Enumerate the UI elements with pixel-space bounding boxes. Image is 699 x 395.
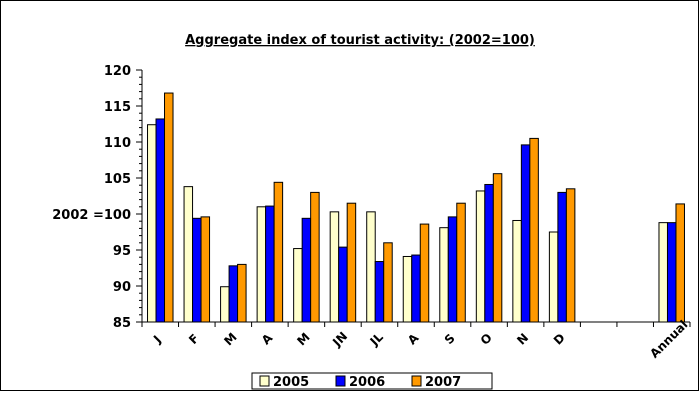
legend-box [251, 372, 493, 390]
bar-2007-0 [164, 92, 174, 323]
legend-swatch-2007 [411, 375, 422, 387]
bar-2007-9 [492, 173, 503, 323]
legend-swatch-2006 [335, 375, 346, 387]
bar-2005-8 [439, 227, 449, 323]
y-tick-label: 115 [104, 100, 131, 115]
bar-2005-1 [183, 186, 194, 323]
y-tick-label: 105 [104, 172, 131, 187]
y-tick-label: 90 [113, 280, 131, 295]
bar-2007-1 [200, 216, 211, 323]
bar-2005-6 [366, 211, 376, 323]
bar-2006-6 [374, 261, 385, 323]
bar-2006-4 [301, 217, 312, 323]
bar-2005-7 [402, 255, 413, 323]
bar-2007-10 [529, 137, 539, 323]
legend-label-2005: 2005 [273, 375, 309, 390]
bar-2006-10 [520, 144, 531, 323]
bar-2007-4 [310, 191, 320, 323]
bar-2007-8 [456, 202, 466, 323]
bar-2006-9 [484, 183, 494, 323]
y-tick-label: 85 [113, 316, 131, 331]
bar-2006-3 [265, 205, 275, 323]
bar-2006-8 [447, 216, 458, 323]
chart-title: Aggregate index of tourist activity: (20… [185, 33, 535, 48]
y-tick-label: 120 [104, 64, 131, 79]
bar-2005-3 [256, 206, 267, 323]
legend-label-2006: 2006 [349, 375, 385, 390]
bars-group [147, 92, 685, 323]
bar-2005-5 [329, 211, 340, 323]
bar-2007-14 [675, 203, 685, 323]
y-tick-label: 95 [113, 244, 131, 259]
bar-2006-11 [557, 191, 567, 323]
bar-2006-7 [411, 254, 421, 323]
bar-2006-1 [192, 217, 202, 323]
bar-2007-3 [273, 181, 284, 323]
bar-2005-2 [220, 286, 230, 323]
y-tick-label: 2002 =100 [52, 208, 131, 223]
bar-2007-7 [419, 223, 430, 323]
bar-2006-0 [155, 118, 166, 323]
bar-2005-9 [475, 190, 486, 323]
bar-2007-6 [383, 242, 393, 323]
legend-label-2007: 2007 [425, 375, 461, 390]
bar-2005-14 [658, 222, 668, 323]
legend-swatch-2005 [259, 375, 270, 387]
bar-2007-5 [346, 202, 357, 323]
bar-2005-10 [512, 219, 522, 323]
bar-2007-11 [565, 188, 576, 323]
bar-2007-2 [237, 263, 247, 323]
bar-2006-14 [666, 222, 677, 323]
bar-2005-0 [147, 124, 157, 323]
bar-2005-4 [293, 248, 303, 323]
y-tick-label: 110 [104, 136, 131, 151]
bar-2006-2 [228, 265, 239, 323]
bar-2005-11 [548, 231, 559, 323]
legend: 2005 2006 2007 [251, 372, 493, 390]
bar-2006-5 [338, 246, 348, 323]
